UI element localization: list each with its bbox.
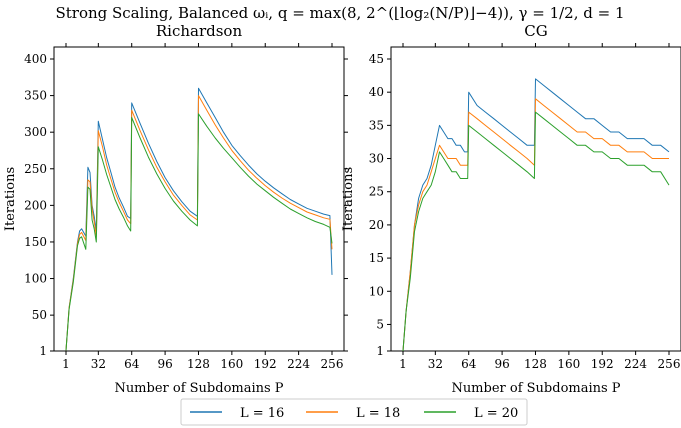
cg-xlabel: Number of Subdomains P (451, 381, 620, 396)
cg-axes-frame (390, 46, 681, 352)
richardson-xlabel: Number of Subdomains P (114, 381, 283, 396)
richardson-xtick-label: 224 (287, 357, 310, 371)
richardson-xtick-label: 160 (220, 357, 243, 371)
richardson-ytick-label: 50 (32, 308, 47, 322)
richardson-xtick-label: 192 (254, 357, 277, 371)
cg-xtick-label: 224 (624, 357, 647, 371)
cg-title: CG (524, 22, 547, 40)
richardson-xtick-label: 96 (157, 357, 172, 371)
cg-series-l20 (402, 111, 670, 352)
cg-ytick-label: 35 (369, 118, 384, 132)
richardson-ytick-label: 100 (24, 272, 47, 286)
richardson-ytick-label: 200 (24, 198, 47, 212)
cg-xtick-label: 32 (428, 357, 443, 371)
richardson-xtick-label: 32 (91, 357, 106, 371)
cg-series-l18 (402, 98, 669, 352)
cg-xtick-label: 96 (494, 357, 509, 371)
cg-ytick-label: 30 (369, 152, 384, 166)
cg-ytick-label: 5 (376, 317, 384, 331)
richardson-ytick-label: 300 (24, 125, 47, 139)
richardson-xtick-label: 64 (124, 357, 140, 371)
richardson-xtick-label: 1 (62, 357, 70, 371)
cg-ytick-label: 40 (369, 85, 384, 99)
richardson-ytick-label: 1 (39, 344, 47, 358)
richardson-series-l18 (65, 95, 333, 351)
cg-ytick-label: 20 (369, 218, 384, 232)
cg-xtick-label: 64 (461, 357, 477, 371)
richardson-ytick-label: 150 (24, 235, 47, 249)
richardson-series-l20 (65, 113, 333, 351)
cg-ytick-label: 25 (369, 185, 384, 199)
richardson-title: Richardson (156, 22, 243, 40)
legend-frame (180, 398, 528, 426)
cg-xtick-label: 160 (557, 357, 580, 371)
cg-xtick-label: 192 (591, 357, 614, 371)
richardson-ytick-label: 350 (24, 89, 47, 103)
richardson-ytick-label: 250 (24, 162, 47, 176)
richardson-series-l16 (65, 87, 333, 351)
richardson-ylabel: Iterations (3, 167, 18, 231)
cg-ytick-label: 15 (369, 251, 384, 265)
cg-xtick-label: 128 (524, 357, 547, 371)
cg-ytick-label: 10 (369, 284, 384, 298)
cg-xtick-label: 256 (658, 357, 681, 371)
richardson-ytick-label: 400 (24, 52, 47, 66)
cg-ylabel: Iterations (341, 167, 356, 231)
cg-ytick-label: 45 (369, 52, 384, 66)
richardson-xtick-label: 128 (187, 357, 210, 371)
legend: L = 16 L = 18 L = 20 (180, 398, 528, 426)
cg-xtick-label: 1 (399, 357, 407, 371)
cg-ytick-label: 1 (376, 344, 384, 358)
legend-label-l20: L = 20 (474, 406, 518, 421)
richardson-axes-frame (53, 46, 345, 352)
legend-label-l18: L = 18 (356, 406, 400, 421)
figure-suptitle: Strong Scaling, Balanced ωᵢ, q = max(8, … (55, 4, 624, 22)
legend-label-l16: L = 16 (240, 406, 284, 421)
richardson-xtick-label: 256 (321, 357, 344, 371)
cg-series-l16 (402, 78, 670, 352)
